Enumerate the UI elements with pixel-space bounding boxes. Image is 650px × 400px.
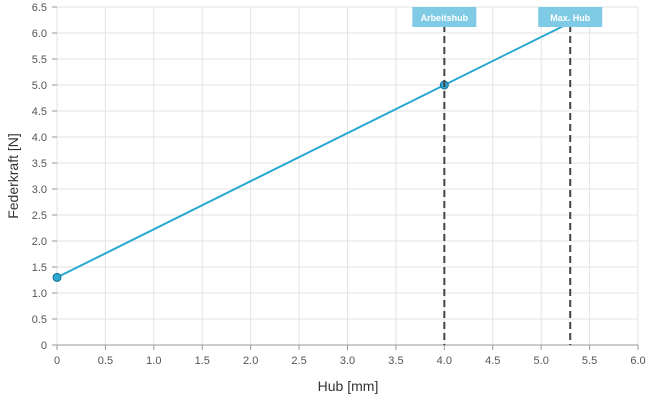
y-tick-label: 2.0 [32,236,47,248]
y-tick-label: 5.5 [32,54,47,66]
y-axis-ticks: 0 0.5 1.0 1.5 2.0 2.5 3.0 3.5 4.0 4.5 5.0 5.5 6.0 6.5 [32,2,57,352]
y-axis-label: Federkraft [N] [5,133,21,219]
data-point [52,272,62,282]
x-tick-label: 4.5 [485,355,500,367]
x-tick-label: 3.5 [388,355,403,367]
y-tick-label: 6.0 [32,28,47,40]
marker-label-box [538,7,603,27]
x-tick-label: 5.5 [582,355,597,367]
y-tick-label: 4.5 [32,106,47,118]
y-tick-label: 1.5 [32,262,47,274]
y-tick-label: 1.0 [32,288,47,300]
marker-label-box [412,7,477,27]
y-tick-label: 4.0 [32,132,47,144]
x-tick-label: 0.5 [98,355,113,367]
marker-group: Arbeitshub Max. Hub [412,7,603,345]
x-tick-label: 3.0 [340,355,355,367]
y-tick-label: 3.0 [32,184,47,196]
x-tick-label: 0 [54,355,60,367]
marker-label: Arbeitshub [421,13,469,23]
x-tick-label: 1.0 [146,355,161,367]
grid [56,6,639,346]
x-tick-label: 6.0 [630,355,645,367]
x-axis-ticks: 0 0.5 1.0 1.5 2.0 2.5 3.0 3.5 4.0 4.5 5.0 5.5 6.0 [54,345,646,367]
y-tick-label: 0 [41,340,47,352]
series-group [52,18,575,282]
marker-label: Max. Hub [550,13,591,23]
x-tick-label: 4.0 [437,355,452,367]
x-tick-label: 2.5 [291,355,306,367]
x-axis-label: Hub [mm] [318,378,379,394]
y-tick-label: 5.0 [32,80,47,92]
x-tick-label: 5.0 [534,355,549,367]
y-tick-label: 2.5 [32,210,47,222]
x-tick-label: 1.5 [195,355,210,367]
y-tick-label: 6.5 [32,2,47,14]
x-tick-label: 2.0 [243,355,258,367]
y-tick-label: 0.5 [32,314,47,326]
y-tick-label: 3.5 [32,158,47,170]
